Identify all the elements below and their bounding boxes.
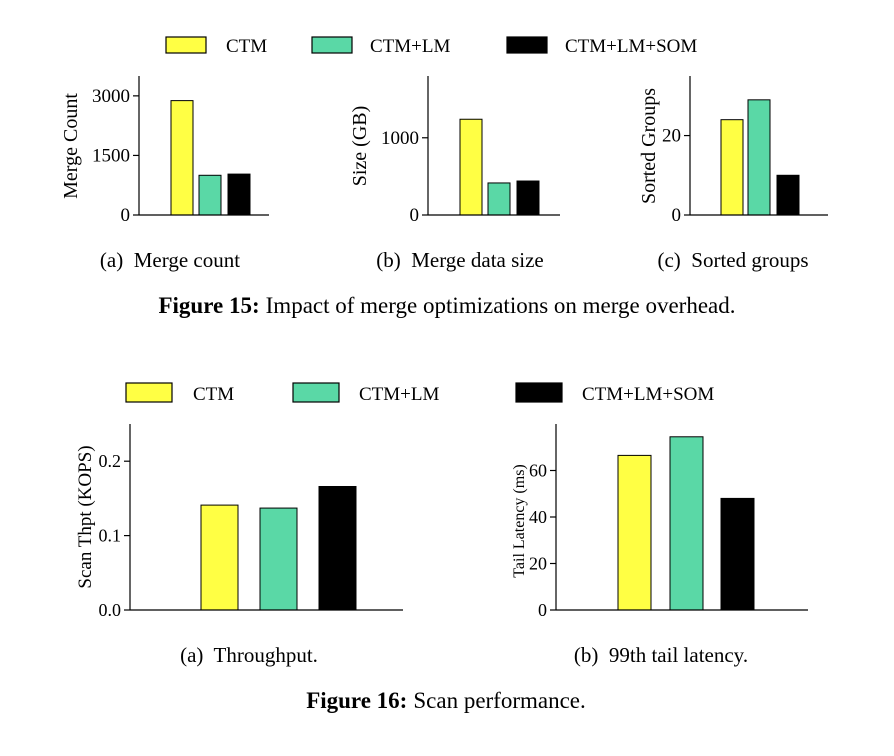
legend-label-ctm: CTM: [226, 36, 267, 57]
figure15-caption-label: Figure 15:: [158, 293, 259, 318]
bar-ctm: [200, 504, 239, 611]
legend-label-ctm-lm: CTM+LM: [370, 36, 450, 57]
chart-caption: (a) Merge count: [100, 248, 240, 272]
legend-swatch-ctm-lm-som: [515, 382, 563, 403]
y-tick-label: 0.1: [99, 526, 122, 546]
y-tick-label: 40: [529, 507, 547, 527]
y-ticks: 0 20: [662, 126, 690, 226]
bars: [617, 436, 755, 611]
bars: [459, 118, 540, 216]
chart-fig15c: 0 20 Sorted Groups (c) Sorted groups: [638, 76, 828, 272]
bar-ctm-lm-som: [516, 180, 540, 216]
figure15-caption-text: Impact of merge optimizations on merge o…: [266, 293, 736, 318]
bar-ctm-lm: [747, 99, 771, 216]
chart-fig15b: 0 1000 Size (GB) (b) Merge data size: [349, 76, 560, 272]
legend-label-ctm-lm-som: CTM+LM+SOM: [582, 384, 714, 405]
y-tick-label: 20: [529, 554, 547, 574]
bar-ctm-lm: [259, 507, 298, 611]
legend-swatch-ctm: [125, 382, 173, 403]
legend-swatch-ctm: [165, 36, 207, 54]
figure15-caption: Figure 15: Impact of merge optimizations …: [158, 293, 735, 318]
legend-label-ctm-lm-som: CTM+LM+SOM: [565, 36, 697, 57]
y-ticks: 0 1000: [381, 128, 428, 226]
figure16-caption-text: Scan performance.: [413, 688, 585, 713]
bar-ctm-lm-som: [776, 174, 800, 216]
bar-ctm: [720, 119, 744, 216]
y-tick-label: 1000: [381, 128, 419, 149]
legend-label-ctm-lm: CTM+LM: [359, 384, 439, 405]
legend-swatch-ctm-lm-som: [506, 36, 548, 54]
y-tick-label: 0: [538, 600, 547, 620]
figure16-caption-label: Figure 16:: [306, 688, 407, 713]
bars: [200, 485, 357, 611]
y-axis-label: Merge Count: [60, 93, 82, 199]
chart-fig16b: 0 20 40 60 Tail Latency (ms) (b) 99th tail …: [511, 424, 808, 667]
y-tick-label: 20: [662, 126, 681, 147]
chart-fig15a: 0 1500 3000 Merge Count (a) Merge count: [60, 76, 269, 272]
figure16-caption: Figure 16: Scan performance.: [306, 688, 586, 713]
y-tick-label: 1500: [92, 145, 130, 166]
chart-caption: (b) Merge data size: [376, 248, 544, 272]
bars: [720, 99, 800, 216]
y-ticks: 0 1500 3000: [92, 86, 139, 226]
figure15-legend: CTM CTM+LM CTM+LM+SOM: [165, 36, 697, 57]
bar-ctm-lm: [487, 182, 511, 216]
y-axis-label: Tail Latency (ms): [511, 464, 528, 578]
legend-swatch-ctm-lm: [311, 36, 353, 54]
y-tick-label: 0: [121, 205, 131, 226]
bar-ctm-lm-som: [720, 497, 755, 611]
y-tick-label: 60: [529, 461, 547, 481]
bar-ctm: [459, 118, 483, 216]
y-axis-label: Sorted Groups: [638, 88, 660, 204]
y-axis-label: Scan Thpt (KOPS): [75, 445, 96, 588]
bar-ctm-lm-som: [318, 485, 357, 611]
chart-caption: (c) Sorted groups: [657, 248, 808, 272]
bar-ctm-lm-som: [227, 173, 251, 216]
y-tick-label: 0: [410, 205, 420, 226]
y-tick-label: 3000: [92, 86, 130, 107]
y-ticks: 0.0 0.1 0.2: [99, 451, 130, 620]
bars: [170, 100, 251, 216]
bar-ctm-lm: [198, 174, 222, 216]
chart-fig16a: 0.0 0.1 0.2 Scan Thpt (KOPS) (a) Throughpu…: [75, 424, 403, 667]
y-tick-label: 0.0: [99, 600, 122, 620]
y-axis-label: Size (GB): [349, 106, 371, 187]
bar-ctm-lm: [669, 436, 704, 611]
legend-label-ctm: CTM: [193, 384, 234, 405]
legend-swatch-ctm-lm: [292, 382, 340, 403]
figure16-legend: CTM CTM+LM CTM+LM+SOM: [125, 382, 714, 405]
y-tick-label: 0.2: [99, 451, 122, 471]
bar-ctm: [170, 100, 194, 216]
chart-caption: (b) 99th tail latency.: [574, 643, 748, 667]
y-tick-label: 0: [672, 205, 682, 226]
y-ticks: 0 20 40 60: [529, 461, 556, 620]
chart-caption: (a) Throughput.: [180, 643, 318, 667]
bar-ctm: [617, 454, 652, 611]
